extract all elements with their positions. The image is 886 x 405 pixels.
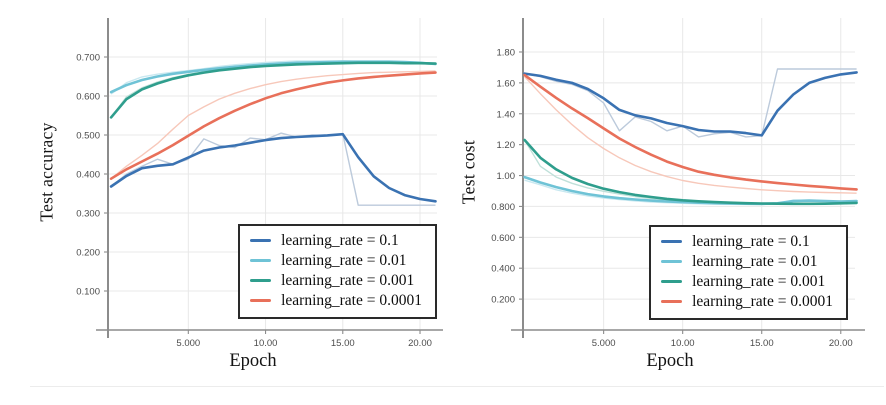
legend: learning_rate = 0.1 learning_rate = 0.01 l…	[649, 225, 848, 320]
y-tick-label: 0.200	[76, 248, 100, 259]
x-tick-label: 15.00	[331, 338, 355, 349]
legend-item: learning_rate = 0.0001	[250, 291, 422, 310]
legend-swatch	[250, 299, 272, 302]
legend-swatch	[661, 300, 683, 303]
chart-test-cost: 0.200 0.400 0.600 0.800 1.00 1.20 1.40 1.60 1.80…	[443, 0, 886, 405]
legend-label: learning_rate = 0.001	[692, 272, 826, 290]
y-tick-label: 0.500	[76, 131, 100, 142]
y-tick-label: 0.400	[491, 264, 515, 275]
legend-item: learning_rate = 0.01	[661, 252, 833, 271]
raw-line-learning-rate-0.001	[110, 61, 436, 118]
raw-line-learning-rate-0.0001	[110, 70, 436, 180]
series-line-learning-rate-0.01	[523, 175, 858, 206]
legend-swatch	[661, 260, 683, 263]
legend-label: learning_rate = 0.01	[692, 252, 818, 270]
legend-item: learning_rate = 0.0001	[661, 292, 833, 311]
y-tick-label: 0.700	[76, 53, 100, 64]
y-tick-label: 1.60	[497, 78, 516, 89]
y-tick-label: 0.400	[76, 170, 100, 181]
legend-label: learning_rate = 0.01	[281, 251, 407, 269]
legend-swatch	[661, 240, 683, 243]
series-line-learning-rate-0.0001	[109, 71, 437, 180]
legend-label: learning_rate = 0.1	[281, 231, 399, 249]
legend-swatch	[250, 259, 272, 262]
legend-label: learning_rate = 0.0001	[692, 292, 833, 310]
chart-test-accuracy: 0.100 0.200 0.300 0.400 0.500 0.600 0.700 5.000…	[36, 18, 443, 371]
raw-line-learning-rate-0.001	[523, 139, 857, 206]
raw-line-learning-rate-0.0001	[524, 76, 857, 194]
x-tick-label: 5.000	[176, 338, 200, 349]
x-tick-label: 10.00	[671, 338, 695, 349]
y-tick-label: 0.200	[491, 295, 515, 306]
series-line-learning-rate-0.001	[523, 138, 858, 206]
legend-swatch	[250, 279, 272, 282]
legend-item: learning_rate = 0.001	[661, 272, 833, 291]
accuracy-plot-svg: 0.100 0.200 0.300 0.400 0.500 0.600 0.700 5.000…	[76, 18, 443, 349]
x-tick-label: 20.00	[408, 338, 432, 349]
y-tick-label: 0.300	[76, 209, 100, 220]
y-tick-label: 1.40	[497, 109, 516, 120]
y-tick-label: 1.20	[497, 140, 516, 151]
y-axis-label: Test cost	[458, 139, 479, 205]
y-tick-label: 0.600	[491, 233, 515, 244]
series-line-learning-rate-0.001	[109, 61, 437, 119]
raw-line-learning-rate-0.1	[524, 68, 857, 138]
legend-item: learning_rate = 0.1	[250, 231, 422, 250]
y-tick-label: 0.600	[76, 92, 100, 103]
series-line-learning-rate-0.1	[109, 132, 437, 203]
x-axis-label: Epoch	[646, 351, 694, 371]
y-axis-label: Test accuracy	[36, 122, 57, 222]
x-axis-label: Epoch	[229, 351, 277, 371]
legend-swatch	[661, 280, 683, 283]
series-line-learning-rate-0.1	[523, 71, 858, 137]
legend-swatch	[250, 239, 272, 242]
y-tick-label: 0.100	[76, 287, 100, 298]
legend-item: learning_rate = 0.001	[250, 271, 422, 290]
raw-line-learning-rate-0.1	[110, 132, 436, 206]
cost-plot-svg: 0.200 0.400 0.600 0.800 1.00 1.20 1.40 1.60 1.80…	[491, 18, 865, 349]
legend: learning_rate = 0.1 learning_rate = 0.01 l…	[238, 224, 437, 319]
legend-label: learning_rate = 0.1	[692, 232, 810, 250]
legend-label: learning_rate = 0.001	[281, 271, 415, 289]
y-tick-label: 1.00	[497, 171, 516, 182]
legend-item: learning_rate = 0.01	[250, 251, 422, 270]
x-tick-label: 20.00	[829, 338, 853, 349]
bottom-divider	[30, 386, 884, 387]
x-tick-label: 10.00	[254, 338, 278, 349]
x-tick-label: 5.000	[592, 338, 616, 349]
series-line-learning-rate-0.0001	[523, 73, 858, 191]
y-tick-label: 0.800	[491, 202, 515, 213]
legend-item: learning_rate = 0.1	[661, 232, 833, 251]
legend-label: learning_rate = 0.0001	[281, 291, 422, 309]
x-tick-label: 15.00	[750, 338, 774, 349]
y-tick-label: 1.80	[497, 47, 516, 58]
